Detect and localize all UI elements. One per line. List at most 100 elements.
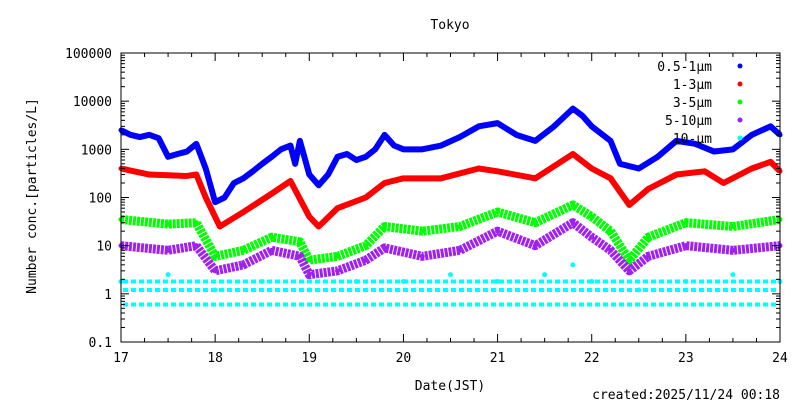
- data-point: [730, 146, 736, 152]
- data-point: [457, 223, 463, 229]
- legend-label: 5-10μm: [665, 114, 712, 129]
- data-point: [608, 247, 614, 253]
- data-point: [457, 247, 463, 253]
- data-point: [382, 245, 388, 251]
- data-point: [297, 253, 303, 259]
- y-tick-label: 100: [89, 192, 112, 207]
- data-point: [589, 234, 595, 240]
- data-point: [325, 172, 331, 178]
- data-point: [419, 146, 425, 152]
- legend-marker: [737, 117, 743, 123]
- data-point: [419, 253, 425, 259]
- data-point: [673, 172, 679, 178]
- data-point: [570, 262, 576, 268]
- data-point: [316, 223, 322, 229]
- x-tick-label: 22: [584, 351, 600, 366]
- data-point: [292, 161, 298, 167]
- data-point: [476, 123, 482, 129]
- series-line: [120, 218, 781, 280]
- data-point: [495, 279, 501, 285]
- data-point: [193, 243, 199, 249]
- data-point: [683, 220, 689, 226]
- data-point: [146, 132, 152, 138]
- y-tick-label: 1: [104, 288, 112, 303]
- data-point: [542, 272, 548, 278]
- x-tick-label: 24: [772, 351, 788, 366]
- data-point: [626, 202, 632, 208]
- data-point: [608, 228, 614, 234]
- series-line: [120, 151, 783, 230]
- data-point: [269, 247, 275, 253]
- data-point: [570, 106, 576, 112]
- data-point: [391, 143, 397, 149]
- data-point: [692, 141, 698, 147]
- legend-marker: [737, 63, 743, 69]
- series-0: [118, 105, 783, 206]
- data-point: [438, 175, 444, 181]
- data-point: [495, 168, 501, 174]
- data-point: [551, 123, 557, 129]
- data-point: [476, 166, 482, 172]
- data-point: [193, 220, 199, 226]
- y-tick-label: 10: [96, 240, 112, 255]
- data-point: [203, 195, 209, 200]
- data-point: [269, 234, 275, 240]
- data-point: [711, 149, 717, 155]
- data-point: [608, 138, 614, 144]
- data-point: [673, 138, 679, 144]
- data-point: [363, 257, 369, 263]
- y-tick-label: 10000: [73, 95, 112, 110]
- data-point: [626, 257, 632, 263]
- x-tick-label: 19: [301, 351, 317, 366]
- y-axis-label: Number conc.[particles/L]: [25, 98, 40, 294]
- data-point: [589, 123, 595, 129]
- data-point: [212, 268, 218, 274]
- data-point: [287, 178, 293, 184]
- data-point: [193, 172, 199, 178]
- y-tick-label: 100000: [65, 47, 112, 62]
- data-point: [212, 199, 218, 205]
- data-point: [513, 132, 519, 138]
- data-point: [278, 146, 284, 152]
- data-point: [457, 134, 463, 140]
- data-point: [193, 141, 199, 147]
- data-point: [589, 166, 595, 172]
- data-point: [372, 146, 378, 152]
- data-point: [165, 247, 171, 253]
- data-point: [335, 154, 341, 160]
- data-point: [269, 154, 275, 160]
- data-point: [495, 228, 501, 234]
- data-point: [749, 166, 755, 172]
- series-4: [118, 262, 783, 307]
- data-point: [655, 154, 661, 160]
- data-point: [382, 180, 388, 186]
- x-tick-label: 21: [490, 351, 506, 366]
- legend-label: 0.5-1μm: [657, 60, 712, 75]
- data-point: [222, 195, 228, 200]
- data-point: [269, 191, 275, 197]
- x-tick-label: 20: [396, 351, 412, 366]
- data-point: [730, 247, 736, 253]
- data-point: [316, 182, 322, 188]
- x-tick-label: 23: [678, 351, 694, 366]
- created-timestamp: created:2025/11/24 00:18: [592, 388, 780, 400]
- data-point: [306, 214, 312, 220]
- data-point: [363, 195, 369, 200]
- data-point: [203, 166, 209, 172]
- data-point: [250, 168, 256, 174]
- data-point: [240, 262, 246, 268]
- data-point: [721, 180, 727, 186]
- data-point: [344, 151, 350, 157]
- data-point: [165, 272, 171, 278]
- y-tick-label: 1000: [81, 143, 112, 158]
- data-point: [231, 180, 237, 186]
- data-point: [306, 257, 312, 263]
- data-point: [532, 220, 538, 226]
- data-point: [363, 154, 369, 160]
- data-point: [306, 272, 312, 278]
- data-point: [287, 143, 293, 149]
- data-point: [400, 146, 406, 152]
- data-point: [165, 154, 171, 160]
- data-point: [382, 132, 388, 138]
